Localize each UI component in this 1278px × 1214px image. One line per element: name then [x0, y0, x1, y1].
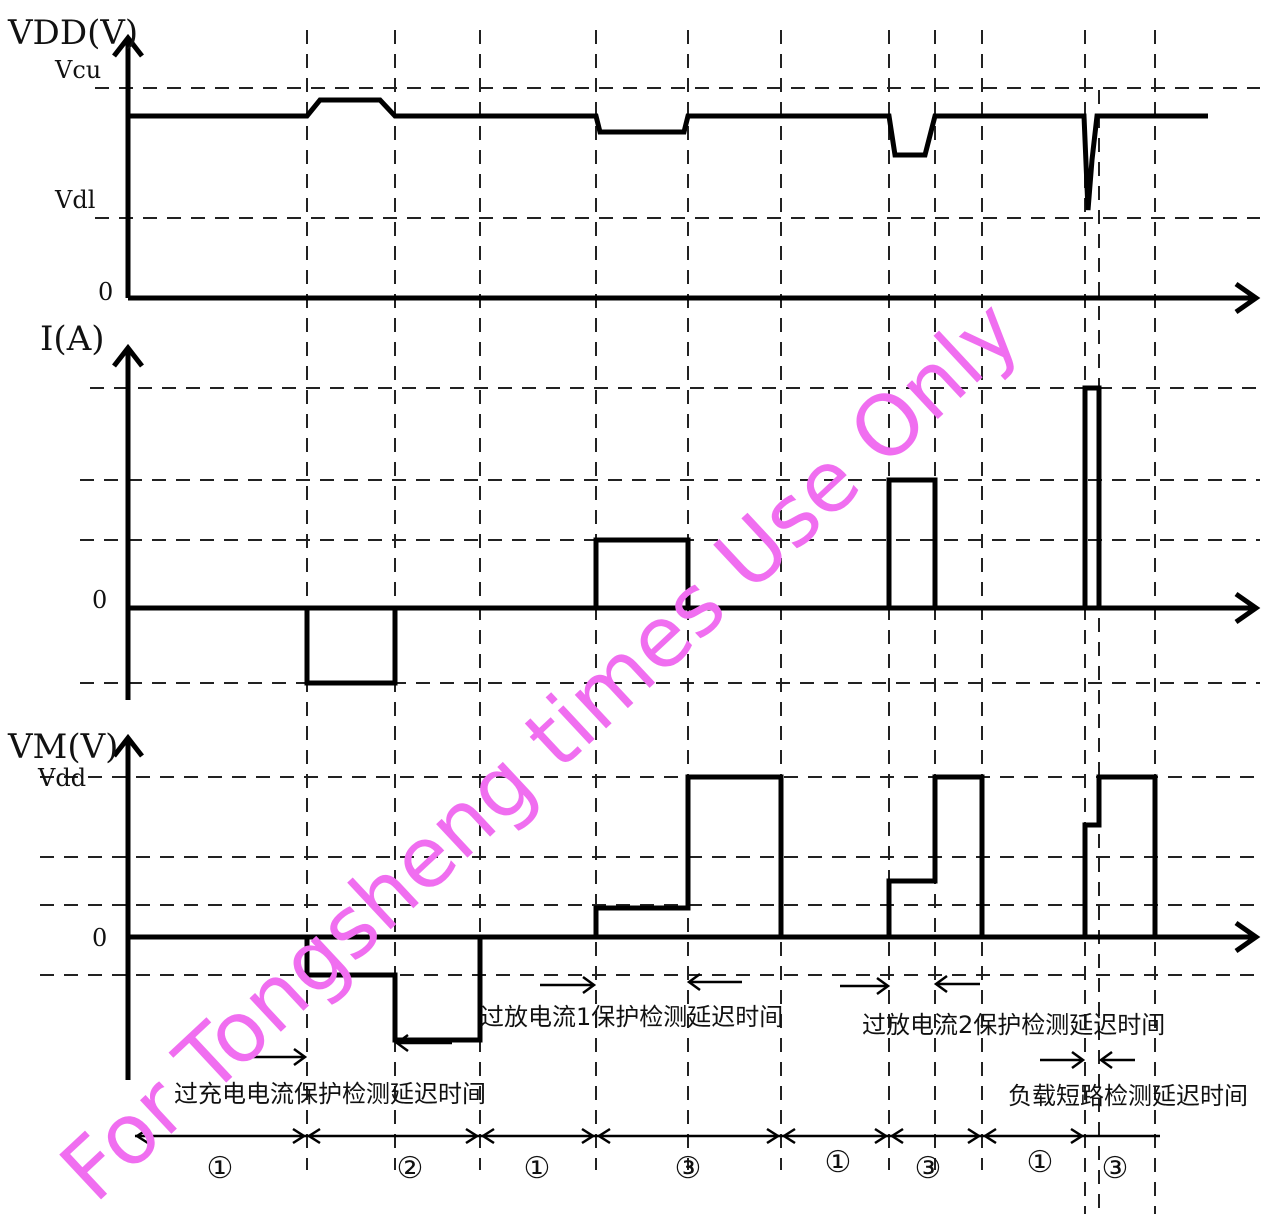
overdischarge2-delay-annotation: 过放电流2保护检测延迟时间: [840, 974, 1165, 1039]
vdd-zero-label: 0: [98, 278, 113, 306]
state-label: ①: [207, 1151, 234, 1186]
overdischarge2-delay-label: 过放电流2保护检测延迟时间: [862, 1011, 1165, 1039]
vcu-level-label: Vcu: [54, 56, 101, 84]
overcharge-delay-label: 过充电电流保护检测延迟时间: [174, 1080, 486, 1108]
reference-levels: [40, 87, 1260, 976]
vm-axis-title: VM(V): [7, 727, 118, 767]
vm-waveform: [128, 774, 1170, 1043]
overcharge-delay-annotation: 过充电电流保护检测延迟时间: [174, 1033, 486, 1108]
state-label: ③: [915, 1151, 942, 1186]
vdd-waveform: [128, 97, 1208, 211]
state-label: ①: [524, 1151, 551, 1186]
vm-vdd-level-label: Vdd: [37, 764, 86, 792]
state-label: ③: [1102, 1151, 1129, 1186]
state-label: ③: [675, 1151, 702, 1186]
overdischarge1-delay-label: 过放电流1保护检测延迟时间: [480, 1003, 783, 1031]
current-zero-label: 0: [92, 586, 107, 614]
state-label: ②: [397, 1151, 424, 1186]
state-interval-bar: ① ② ① ③ ① ③ ① ③: [134, 1127, 1160, 1186]
vdd-axes: [112, 33, 1261, 315]
short-circuit-delay-label: 负载短路检测延迟时间: [1008, 1082, 1248, 1110]
vdl-level-label: Vdl: [54, 186, 95, 214]
current-axis-title: I(A): [40, 319, 105, 359]
short-circuit-delay-annotation: 负载短路检测延迟时间: [1008, 1050, 1248, 1110]
state-label: ①: [825, 1145, 852, 1180]
state-label: ①: [1027, 1145, 1054, 1180]
vdd-axis-title: VDD(V): [7, 13, 138, 53]
overdischarge1-delay-annotation: 过放电流1保护检测延迟时间: [480, 972, 783, 1031]
vm-zero-label: 0: [92, 924, 107, 952]
current-waveform: [128, 385, 1150, 686]
